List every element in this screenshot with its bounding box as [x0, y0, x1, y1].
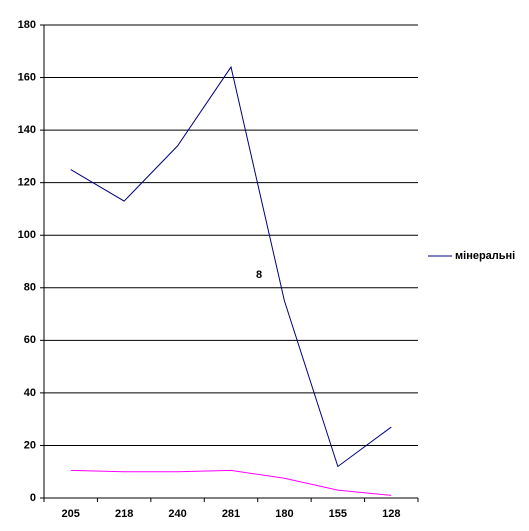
y-tick-label: 40: [24, 387, 36, 399]
x-tick-label: 218: [115, 508, 133, 520]
x-tick-label: 281: [222, 508, 240, 520]
y-tick-label: 120: [18, 177, 36, 189]
series-line: [70, 65, 392, 468]
x-tick-label: 180: [275, 508, 293, 520]
x-tick-label: 205: [62, 508, 80, 520]
y-tick-label: 180: [18, 19, 36, 31]
y-tick-label: 20: [24, 439, 36, 451]
x-tick-label: 155: [329, 508, 347, 520]
x-tick-label: 240: [168, 508, 186, 520]
legend-label: мінеральні: [455, 250, 515, 262]
annotation: 8: [256, 269, 262, 281]
x-tick-label: 128: [382, 508, 400, 520]
y-tick-label: 160: [18, 71, 36, 83]
y-tick-label: 140: [18, 124, 36, 136]
y-tick-label: 0: [30, 492, 36, 504]
y-tick-label: 100: [18, 229, 36, 241]
y-tick-label: 80: [24, 282, 36, 294]
series-line: [70, 469, 392, 496]
y-tick-label: 60: [24, 334, 36, 346]
